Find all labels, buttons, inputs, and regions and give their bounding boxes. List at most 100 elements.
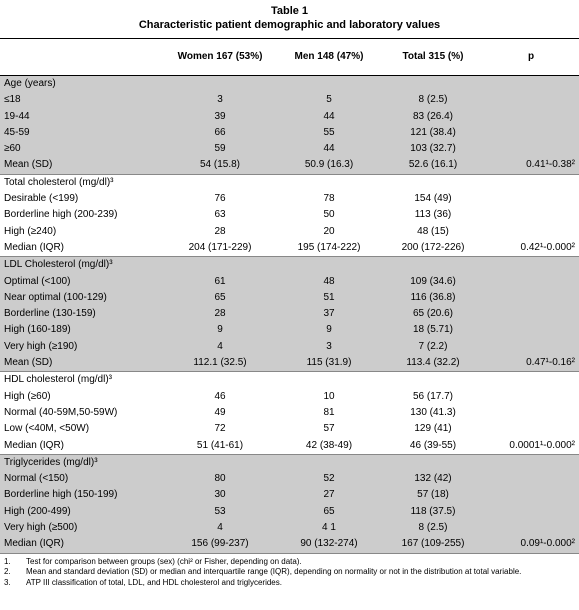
cell: 132 (42) [383, 471, 483, 488]
row-label: Desirable (<199) [4, 193, 79, 205]
data-row: High (≥240) 28 20 48 (15) [0, 224, 579, 240]
footnote-number: 3. [4, 577, 11, 587]
cell: 3 [275, 338, 383, 356]
cell: 130 (41.3) [410, 406, 456, 418]
data-row: Median (IQR) 156 (99-237) 90 (132-274) 167 … [0, 536, 579, 554]
data-row: Borderline (130-159) 28 37 65 (20.6) [0, 306, 579, 323]
column-header: Men 148 (47%) [294, 50, 364, 62]
cell [483, 421, 579, 437]
table: Women 167 (53%) Men 148 (47%) Total 315 (%… [0, 38, 579, 554]
footnote-number: 2. [4, 567, 11, 577]
cell: 113.4 (32.2) [383, 355, 483, 372]
cell: 46 (39-55) [409, 439, 457, 451]
row-label: High (≥240) [4, 225, 57, 237]
cell: 65 (20.6) [383, 306, 483, 323]
section-title: Age (years) [0, 75, 579, 93]
cell: 5 [275, 92, 383, 109]
row-label: Borderline high (200-239) [4, 209, 118, 221]
cell: 118 (37.5) [383, 503, 483, 521]
cell [483, 322, 579, 339]
cell: 81 [323, 406, 335, 418]
cell: 4 [165, 520, 275, 537]
column-header: Women 167 (53%) [177, 50, 263, 62]
cell: 66 [165, 124, 275, 142]
cell [483, 224, 579, 240]
footnote: 1. Test for comparison between groups (se… [0, 557, 579, 568]
row-label: Median (IQR) [4, 241, 65, 253]
cell: 61 [165, 273, 275, 290]
cell: 113 (36) [414, 209, 452, 221]
row-label: High (≥60) [4, 390, 51, 402]
cell: 65 [275, 503, 383, 521]
cell: 63 [214, 209, 226, 221]
cell [483, 108, 579, 125]
data-row: Normal (<150) 80 52 132 (42) [0, 471, 579, 488]
cell: 3 [165, 92, 275, 109]
cell: 4 1 [275, 520, 383, 537]
cell: 72 [214, 423, 226, 435]
section: Age (years) ≤18 3 5 8 (2.5) 19-44 39 44 83 (26.4… [0, 75, 579, 175]
row-label: Mean (SD) [0, 355, 165, 372]
cell [483, 124, 579, 142]
cell: 18 (5.71) [383, 322, 483, 339]
cell: 52.6 (16.1) [383, 157, 483, 175]
cell: 65 [165, 289, 275, 307]
section-row: Age (years) [0, 75, 579, 93]
data-row: Low (<40M, <50W) 72 57 129 (41) [0, 421, 579, 437]
cell [483, 207, 579, 223]
cell: 51 (41-61) [196, 439, 244, 451]
footnote-text: ATP III classification of total, LDL, an… [26, 577, 282, 587]
cell [483, 289, 579, 307]
row-label: Median (IQR) [0, 536, 165, 554]
column-header: Total 315 (%) [402, 50, 464, 62]
data-row: Mean (SD) 54 (15.8) 50.9 (16.3) 52.6 (16.1)… [0, 157, 579, 175]
footnotes: 1. Test for comparison between groups (se… [0, 557, 579, 589]
cell: 0.47¹-0.16² [483, 355, 579, 372]
cell [483, 338, 579, 356]
section-row: LDL Cholesterol (mg/dl)³ [0, 256, 579, 274]
cell: 0.09¹-0.000² [483, 536, 579, 554]
row-label: Borderline (130-159) [0, 306, 165, 323]
cell: 48 (15) [417, 225, 449, 237]
row-label: ≤18 [0, 92, 165, 109]
cell: 55 [275, 124, 383, 142]
row-label: Optimal (<100) [0, 273, 165, 290]
row-label: 19-44 [0, 108, 165, 125]
cell: 37 [275, 306, 383, 323]
cell [483, 273, 579, 290]
cell: 129 (41) [414, 423, 452, 435]
row-label: ≥60 [0, 141, 165, 158]
cell: 10 [323, 390, 335, 402]
row-label: Normal (<150) [0, 471, 165, 488]
cell [483, 92, 579, 109]
data-row: Borderline high (200-239) 63 50 113 (36) [0, 207, 579, 223]
cell [483, 191, 579, 207]
data-row: 19-44 39 44 83 (26.4) [0, 108, 579, 125]
section: LDL Cholesterol (mg/dl)³ Optimal (<100) 61… [0, 256, 579, 372]
cell: 30 [165, 487, 275, 504]
data-row: Normal (40-59M,50-59W) 49 81 130 (41.3) [0, 405, 579, 421]
data-row: 45-59 66 55 121 (38.4) [0, 124, 579, 142]
header-row: Women 167 (53%) Men 148 (47%) Total 315 (%… [0, 38, 579, 76]
data-row: High (200-499) 53 65 118 (37.5) [0, 503, 579, 521]
cell: 83 (26.4) [383, 108, 483, 125]
cell [483, 389, 579, 405]
cell [483, 471, 579, 488]
section-title: Total cholesterol (mg/dl)³ [4, 176, 114, 188]
cell: 80 [165, 471, 275, 488]
cell: 46 [214, 390, 226, 402]
section: Triglycerides (mg/dl)³ Normal (<150) 80 52 1… [0, 454, 579, 554]
cell: 51 [275, 289, 383, 307]
cell: 0.42¹-0.000² [520, 241, 575, 253]
cell: 28 [214, 225, 226, 237]
footnote: 2. Mean and standard deviation (SD) or me… [0, 567, 579, 578]
data-row: Mean (SD) 112.1 (32.5) 115 (31.9) 113.4 (32… [0, 355, 579, 372]
cell: 28 [165, 306, 275, 323]
data-row: ≥60 59 44 103 (32.7) [0, 141, 579, 158]
cell: 109 (34.6) [383, 273, 483, 290]
data-row: Optimal (<100) 61 48 109 (34.6) [0, 273, 579, 290]
cell: 103 (32.7) [383, 141, 483, 158]
cell: 57 [323, 423, 335, 435]
row-label: Median (IQR) [4, 439, 65, 451]
